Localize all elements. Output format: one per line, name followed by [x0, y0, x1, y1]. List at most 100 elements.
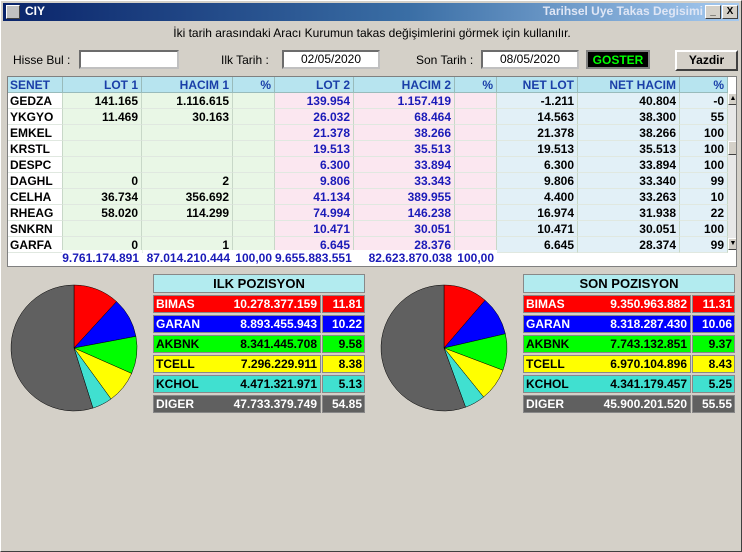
table-cell[interactable]: 10.471: [275, 221, 354, 237]
table-cell[interactable]: 21.378: [275, 125, 354, 141]
table-cell[interactable]: 41.134: [275, 189, 354, 205]
table-cell[interactable]: [233, 93, 275, 109]
table-cell[interactable]: 10.471: [497, 221, 578, 237]
table-cell[interactable]: 38.266: [578, 125, 680, 141]
table-row-symbol[interactable]: YKGYO: [8, 109, 63, 125]
table-cell[interactable]: 114.299: [142, 205, 233, 221]
header-8[interactable]: NET HACIM: [578, 77, 680, 93]
table-cell[interactable]: -1.211: [497, 93, 578, 109]
table-row-symbol[interactable]: EMKEL: [8, 125, 63, 141]
table-cell[interactable]: 33.894: [354, 157, 455, 173]
scroll-thumb[interactable]: [728, 141, 736, 155]
table-cell[interactable]: 58.020: [63, 205, 142, 221]
table-cell[interactable]: 19.513: [497, 141, 578, 157]
table-cell[interactable]: 100: [680, 141, 728, 157]
header-7[interactable]: NET LOT: [497, 77, 578, 93]
table-cell[interactable]: [233, 173, 275, 189]
table-row-symbol[interactable]: CELHA: [8, 189, 63, 205]
table-cell[interactable]: 356.692: [142, 189, 233, 205]
table-cell[interactable]: 100: [680, 221, 728, 237]
table-row-symbol[interactable]: KRSTL: [8, 141, 63, 157]
table-cell[interactable]: 139.954: [275, 93, 354, 109]
table-cell[interactable]: 31.938: [578, 205, 680, 221]
table-cell[interactable]: 4.400: [497, 189, 578, 205]
header-9[interactable]: %: [680, 77, 728, 93]
table-cell[interactable]: [142, 125, 233, 141]
table-cell[interactable]: [455, 205, 497, 221]
table-cell[interactable]: [455, 189, 497, 205]
table-cell[interactable]: 14.563: [497, 109, 578, 125]
hisse-input[interactable]: [79, 50, 179, 69]
table-cell[interactable]: 30.051: [578, 221, 680, 237]
table-cell[interactable]: 141.165: [63, 93, 142, 109]
header-2[interactable]: HACIM 1: [142, 77, 233, 93]
table-cell[interactable]: 36.734: [63, 189, 142, 205]
table-cell[interactable]: 74.994: [275, 205, 354, 221]
table-cell[interactable]: 19.513: [275, 141, 354, 157]
table-cell[interactable]: 21.378: [497, 125, 578, 141]
close-button[interactable]: X: [722, 5, 738, 19]
table-cell[interactable]: 33.263: [578, 189, 680, 205]
table-cell[interactable]: 40.804: [578, 93, 680, 109]
table-cell[interactable]: 33.343: [354, 173, 455, 189]
table-cell[interactable]: [142, 141, 233, 157]
table-cell[interactable]: [233, 189, 275, 205]
table-row-symbol[interactable]: GARFA: [8, 237, 63, 253]
title-bar[interactable]: CIY Tarihsel Uye Takas Degisimi _ X: [3, 3, 739, 21]
table-cell[interactable]: 1.157.419: [354, 93, 455, 109]
table-cell[interactable]: -0: [680, 93, 728, 109]
table-cell[interactable]: 6.645: [497, 237, 578, 253]
table-cell[interactable]: [233, 157, 275, 173]
table-cell[interactable]: 9.806: [275, 173, 354, 189]
table-cell[interactable]: 6.300: [275, 157, 354, 173]
table-row-symbol[interactable]: DAGHL: [8, 173, 63, 189]
scroll-down-icon[interactable]: ▼: [728, 238, 736, 250]
table-cell[interactable]: 2: [142, 173, 233, 189]
table-cell[interactable]: 33.340: [578, 173, 680, 189]
table-cell[interactable]: [233, 125, 275, 141]
header-3[interactable]: %: [233, 77, 275, 93]
table-cell[interactable]: [233, 205, 275, 221]
header-1[interactable]: LOT 1: [63, 77, 142, 93]
header-5[interactable]: HACIM 2: [354, 77, 455, 93]
table-cell[interactable]: 26.032: [275, 109, 354, 125]
table-cell[interactable]: [233, 141, 275, 157]
table-cell[interactable]: [455, 173, 497, 189]
table-cell[interactable]: 146.238: [354, 205, 455, 221]
table-cell[interactable]: [455, 141, 497, 157]
table-cell[interactable]: 10: [680, 189, 728, 205]
table-cell[interactable]: 38.266: [354, 125, 455, 141]
table-cell[interactable]: 16.974: [497, 205, 578, 221]
table-cell[interactable]: 22: [680, 205, 728, 221]
table-row-symbol[interactable]: DESPC: [8, 157, 63, 173]
yazdir-button[interactable]: Yazdir: [675, 50, 738, 71]
table-cell[interactable]: 30.163: [142, 109, 233, 125]
table-cell[interactable]: 68.464: [354, 109, 455, 125]
table-cell[interactable]: 35.513: [354, 141, 455, 157]
table-cell[interactable]: 38.300: [578, 109, 680, 125]
table-cell[interactable]: [63, 141, 142, 157]
table-cell[interactable]: 9.806: [497, 173, 578, 189]
son-tarih-input[interactable]: 08/05/2020: [481, 50, 579, 69]
table-cell[interactable]: [142, 157, 233, 173]
table-scrollbar[interactable]: ▲ ▼: [728, 93, 736, 250]
table-cell[interactable]: 55: [680, 109, 728, 125]
goster-button[interactable]: GOSTER: [586, 50, 650, 69]
table-cell[interactable]: 11.469: [63, 109, 142, 125]
table-row-symbol[interactable]: GEDZA: [8, 93, 63, 109]
table-cell[interactable]: [233, 109, 275, 125]
table-cell[interactable]: 33.894: [578, 157, 680, 173]
table-cell[interactable]: [455, 109, 497, 125]
table-cell[interactable]: 389.955: [354, 189, 455, 205]
table-cell[interactable]: 1.116.615: [142, 93, 233, 109]
ilk-tarih-input[interactable]: 02/05/2020: [282, 50, 380, 69]
table-cell[interactable]: 0: [63, 173, 142, 189]
table-row-symbol[interactable]: RHEAG: [8, 205, 63, 221]
table-row-symbol[interactable]: SNKRN: [8, 221, 63, 237]
table-cell[interactable]: 100: [680, 125, 728, 141]
table-cell[interactable]: [455, 157, 497, 173]
table-cell[interactable]: [63, 125, 142, 141]
table-cell[interactable]: 30.051: [354, 221, 455, 237]
table-cell[interactable]: 100: [680, 157, 728, 173]
table-cell[interactable]: 99: [680, 173, 728, 189]
